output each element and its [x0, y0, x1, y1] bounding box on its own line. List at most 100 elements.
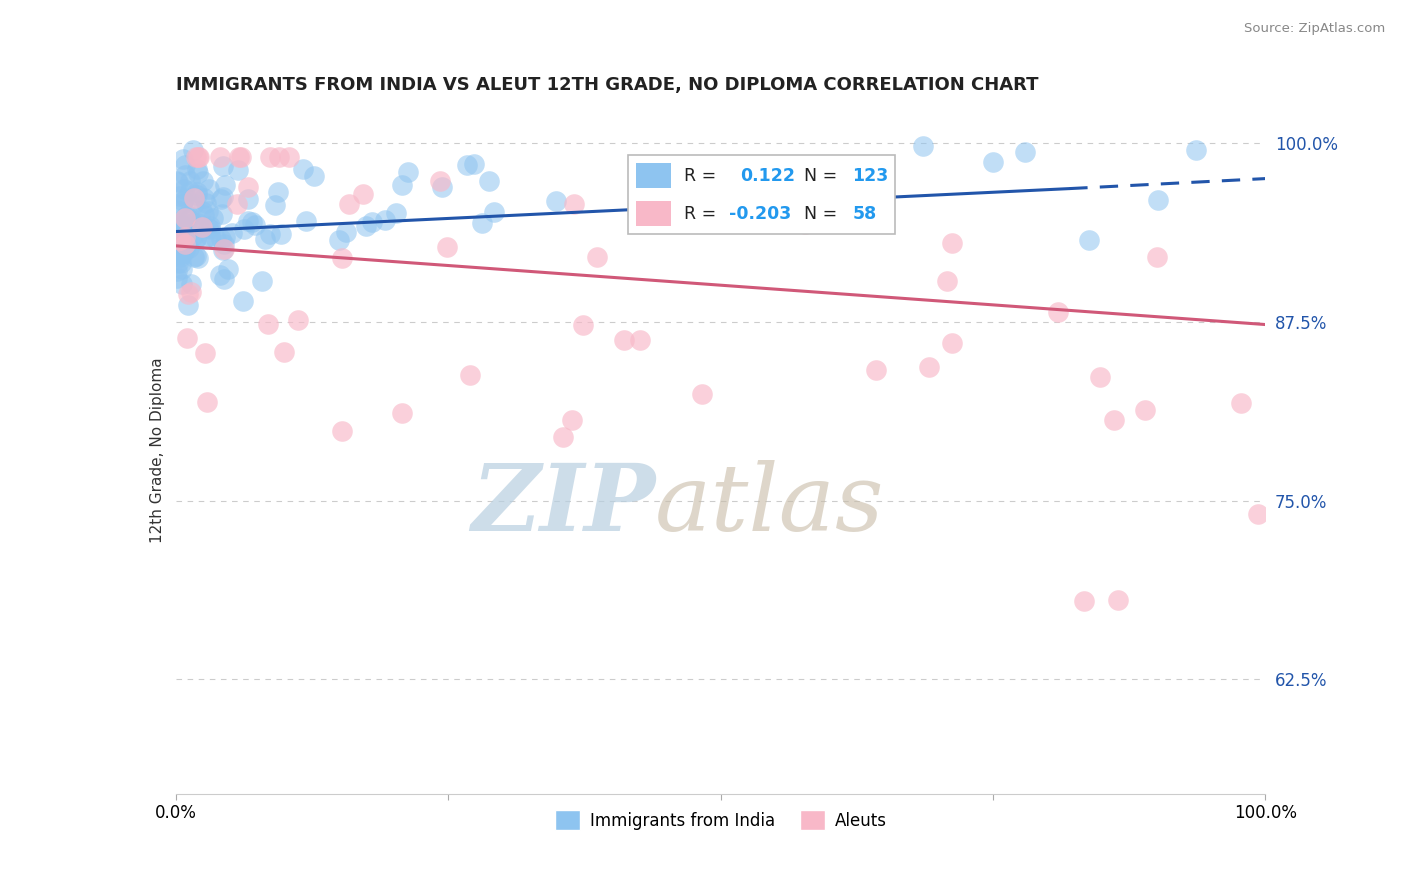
Legend: Immigrants from India, Aleuts: Immigrants from India, Aleuts	[548, 804, 893, 837]
Point	[463, 157, 485, 171]
Point	[183, 250, 205, 264]
Point	[187, 150, 209, 164]
Point	[180, 285, 202, 300]
Point	[690, 387, 713, 401]
Point	[174, 191, 197, 205]
Point	[918, 360, 941, 375]
Point	[270, 227, 292, 241]
Point	[478, 174, 501, 188]
Point	[190, 203, 212, 218]
Point	[1147, 193, 1170, 207]
Point	[257, 317, 280, 331]
Point	[173, 227, 195, 242]
Point	[214, 178, 236, 192]
Point	[228, 150, 250, 164]
Point	[195, 394, 218, 409]
FancyBboxPatch shape	[636, 201, 671, 227]
Point	[981, 155, 1004, 169]
Point	[354, 219, 377, 233]
Text: IMMIGRANTS FROM INDIA VS ALEUT 12TH GRADE, NO DIPLOMA CORRELATION CHART: IMMIGRANTS FROM INDIA VS ALEUT 12TH GRAD…	[176, 77, 1038, 95]
Text: 58: 58	[852, 204, 876, 223]
Point	[391, 178, 413, 192]
Point	[179, 211, 201, 226]
Point	[174, 233, 197, 247]
Point	[1133, 403, 1156, 417]
Point	[1230, 396, 1253, 410]
Point	[254, 231, 277, 245]
Point	[221, 226, 243, 240]
Point	[935, 274, 957, 288]
Point	[198, 182, 221, 196]
Point	[179, 184, 201, 198]
Point	[172, 219, 194, 233]
Point	[172, 152, 194, 166]
Point	[211, 190, 233, 204]
Text: atlas: atlas	[655, 460, 884, 550]
Point	[186, 185, 208, 199]
Point	[352, 186, 374, 201]
Point	[1107, 592, 1129, 607]
Point	[1185, 143, 1208, 157]
Point	[458, 368, 481, 383]
Point	[361, 214, 384, 228]
Point	[1014, 145, 1036, 159]
Point	[544, 194, 567, 209]
Point	[204, 232, 226, 246]
Point	[187, 166, 209, 180]
Point	[1073, 593, 1095, 607]
Point	[211, 232, 233, 246]
Point	[169, 214, 191, 228]
Point	[200, 219, 222, 233]
Point	[1247, 507, 1270, 521]
Point	[172, 232, 194, 246]
Point	[236, 214, 259, 228]
Point	[644, 172, 666, 186]
Point	[174, 168, 197, 182]
Point	[1102, 413, 1125, 427]
Point	[180, 277, 202, 291]
Point	[166, 217, 188, 231]
Point	[436, 240, 458, 254]
Point	[167, 247, 190, 261]
Point	[167, 175, 190, 189]
Point	[169, 233, 191, 247]
Point	[429, 174, 451, 188]
Point	[259, 150, 281, 164]
Point	[172, 197, 194, 211]
Point	[173, 181, 195, 195]
Point	[166, 174, 188, 188]
Point	[482, 205, 505, 219]
Point	[640, 178, 662, 193]
Point	[551, 430, 574, 444]
Point	[174, 209, 197, 223]
Point	[328, 233, 350, 247]
Point	[259, 227, 281, 242]
Point	[181, 217, 204, 231]
Point	[169, 233, 191, 247]
Point	[793, 217, 815, 231]
Point	[295, 214, 318, 228]
Point	[167, 238, 190, 252]
Point	[385, 205, 408, 219]
Point	[202, 211, 225, 226]
Point	[211, 207, 233, 221]
Point	[212, 243, 235, 257]
Point	[332, 251, 354, 265]
Point	[187, 216, 209, 230]
Point	[456, 157, 478, 171]
FancyBboxPatch shape	[636, 163, 671, 188]
Point	[278, 150, 301, 164]
FancyBboxPatch shape	[628, 155, 896, 234]
Point	[1078, 233, 1101, 247]
Point	[167, 223, 190, 237]
Text: ZIP: ZIP	[471, 460, 655, 550]
Point	[170, 261, 193, 276]
Point	[471, 216, 494, 230]
Point	[1047, 305, 1070, 319]
Point	[335, 225, 357, 239]
Point	[167, 229, 190, 244]
Point	[181, 143, 204, 157]
Point	[197, 220, 219, 235]
Point	[212, 160, 235, 174]
Point	[214, 230, 236, 244]
